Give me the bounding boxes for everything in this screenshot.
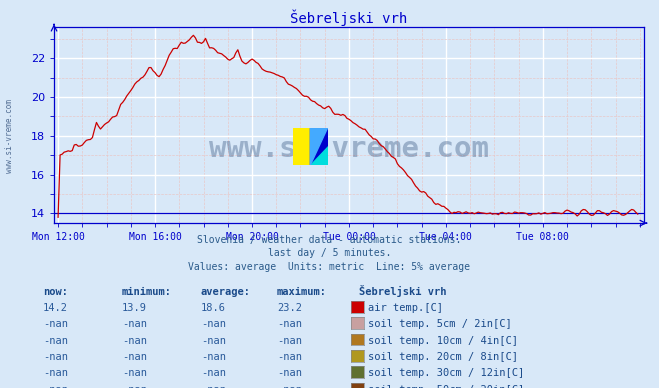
Text: -nan: -nan [277,352,302,362]
Text: -nan: -nan [43,319,68,329]
Text: -nan: -nan [277,319,302,329]
Text: maximum:: maximum: [277,287,327,297]
Text: Values: average  Units: metric  Line: 5% average: Values: average Units: metric Line: 5% a… [188,262,471,272]
Text: 14.2: 14.2 [43,303,68,313]
Text: -nan: -nan [122,336,147,346]
Polygon shape [310,147,328,165]
Text: last day / 5 minutes.: last day / 5 minutes. [268,248,391,258]
Text: -nan: -nan [201,336,226,346]
Text: -nan: -nan [122,368,147,378]
Text: 23.2: 23.2 [277,303,302,313]
Bar [310,128,328,165]
Text: Slovenia / weather data - automatic stations.: Slovenia / weather data - automatic stat… [197,234,462,244]
Text: soil temp. 5cm / 2in[C]: soil temp. 5cm / 2in[C] [368,319,511,329]
Text: -nan: -nan [43,385,68,388]
Text: air temp.[C]: air temp.[C] [368,303,443,313]
Text: -nan: -nan [277,368,302,378]
Text: -nan: -nan [43,352,68,362]
Text: 18.6: 18.6 [201,303,226,313]
Text: -nan: -nan [201,368,226,378]
Text: -nan: -nan [277,336,302,346]
Bar [293,128,310,165]
Text: -nan: -nan [277,385,302,388]
Text: Šebreljski vrh: Šebreljski vrh [359,285,447,297]
Text: -nan: -nan [122,319,147,329]
Text: -nan: -nan [43,368,68,378]
Text: soil temp. 20cm / 8in[C]: soil temp. 20cm / 8in[C] [368,352,518,362]
Text: minimum:: minimum: [122,287,172,297]
Text: soil temp. 30cm / 12in[C]: soil temp. 30cm / 12in[C] [368,368,524,378]
Text: 13.9: 13.9 [122,303,147,313]
Text: average:: average: [201,287,251,297]
Text: www.si-vreme.com: www.si-vreme.com [5,99,14,173]
Text: www.si-vreme.com: www.si-vreme.com [209,135,489,163]
Text: -nan: -nan [201,352,226,362]
Text: -nan: -nan [201,385,226,388]
Text: soil temp. 50cm / 20in[C]: soil temp. 50cm / 20in[C] [368,385,524,388]
Text: now:: now: [43,287,68,297]
Title: Šebreljski vrh: Šebreljski vrh [291,9,407,26]
Text: -nan: -nan [43,336,68,346]
Text: soil temp. 10cm / 4in[C]: soil temp. 10cm / 4in[C] [368,336,518,346]
Text: -nan: -nan [122,352,147,362]
Text: -nan: -nan [201,319,226,329]
Text: -nan: -nan [122,385,147,388]
Polygon shape [310,128,328,165]
